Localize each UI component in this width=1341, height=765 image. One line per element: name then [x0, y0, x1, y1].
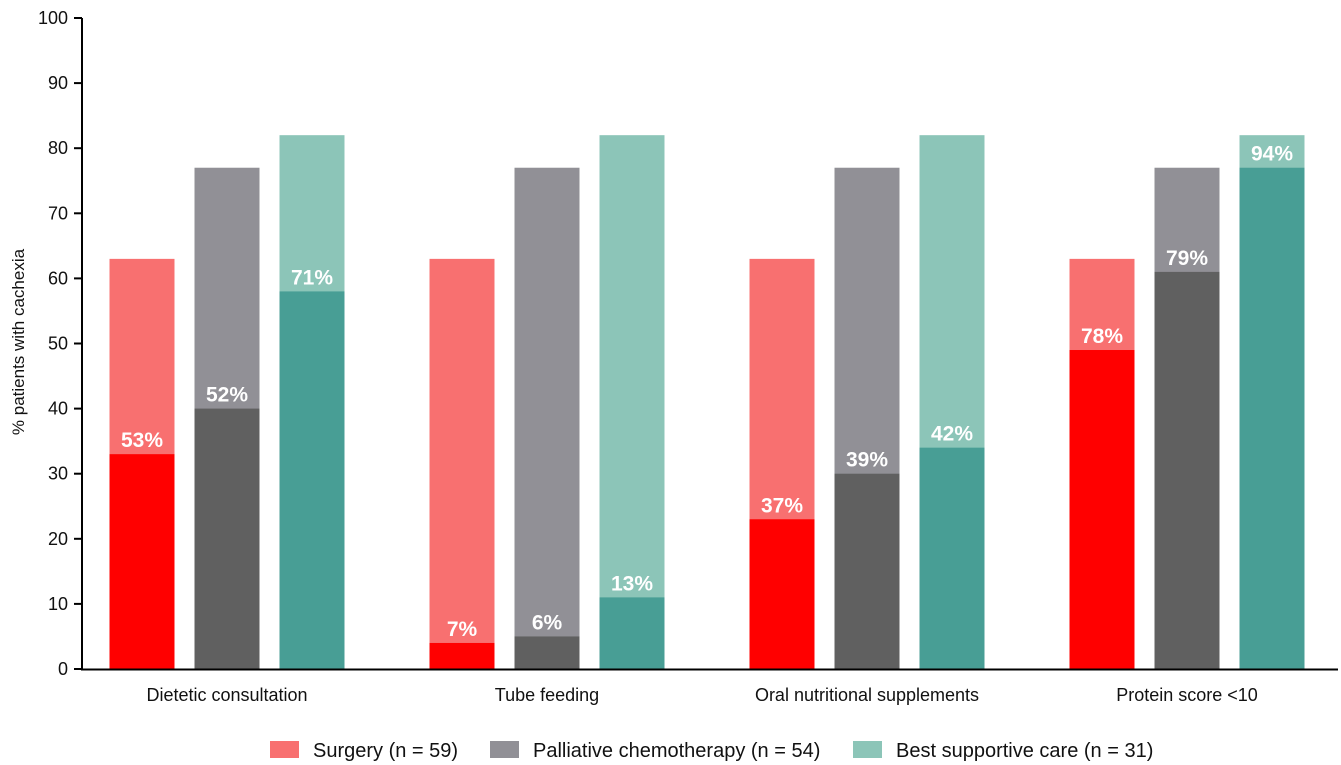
bar-value [1239, 167, 1305, 670]
y-tick-label: 90 [48, 73, 68, 93]
y-axis-label: % patients with cachexia [9, 248, 28, 435]
y-tick-label: 40 [48, 399, 68, 419]
y-tick-label: 70 [48, 203, 68, 223]
y-tick-label: 50 [48, 334, 68, 354]
data-label: 13% [611, 572, 653, 595]
data-label: 42% [931, 423, 973, 446]
data-label: 53% [121, 429, 163, 452]
bar-value [1154, 271, 1220, 669]
bar-total [599, 135, 665, 669]
y-tick-label: 80 [48, 138, 68, 158]
legend-label: Best supportive care (n = 31) [896, 740, 1153, 762]
bar-value [599, 597, 665, 669]
y-tick-label: 20 [48, 529, 68, 549]
data-label: 71% [291, 266, 333, 289]
data-label: 6% [532, 611, 563, 634]
y-tick-label: 10 [48, 594, 68, 614]
y-tick-label: 0 [58, 659, 68, 679]
legend-label: Palliative chemotherapy (n = 54) [533, 740, 820, 762]
y-tick-label: 30 [48, 464, 68, 484]
x-tick-label: Protein score <10 [1116, 685, 1258, 705]
bar-value [834, 473, 900, 669]
bar-value [1069, 350, 1135, 669]
bar-value [749, 519, 815, 669]
bar-value [514, 636, 580, 669]
data-label: 7% [447, 618, 478, 641]
bar-total [429, 258, 495, 669]
bar-total [514, 167, 580, 670]
x-tick-label: Dietetic consultation [146, 685, 307, 705]
data-label: 78% [1081, 325, 1123, 348]
data-label: 37% [761, 494, 803, 517]
bar-value [109, 454, 175, 669]
data-labels: 53% 52% 71% 7% 6% 13% 37% 39% 42% 78% 79% 94% [121, 143, 1293, 641]
bar-value [279, 291, 345, 669]
legend-label: Surgery (n = 59) [313, 740, 458, 762]
bars [109, 135, 1305, 670]
legend: Surgery (n = 59) Palliative chemotherapy … [270, 740, 1153, 762]
bar-value [429, 642, 495, 669]
legend-swatch [853, 741, 882, 758]
y-axis-ticks: 0 10 20 30 40 50 60 70 80 90 100 [38, 8, 82, 679]
data-label: 39% [846, 449, 888, 472]
data-label: 94% [1251, 143, 1293, 166]
x-axis-labels: Dietetic consultation Tube feeding Oral nu… [146, 685, 1257, 705]
y-tick-label: 100 [38, 8, 68, 28]
bar-value [194, 408, 260, 669]
legend-swatch [270, 741, 299, 758]
x-tick-label: Oral nutritional supplements [755, 685, 979, 705]
y-tick-label: 60 [48, 268, 68, 288]
data-label: 52% [206, 384, 248, 407]
data-label: 79% [1166, 247, 1208, 270]
x-tick-label: Tube feeding [495, 685, 599, 705]
bar-value [919, 447, 985, 669]
legend-swatch [490, 741, 519, 758]
